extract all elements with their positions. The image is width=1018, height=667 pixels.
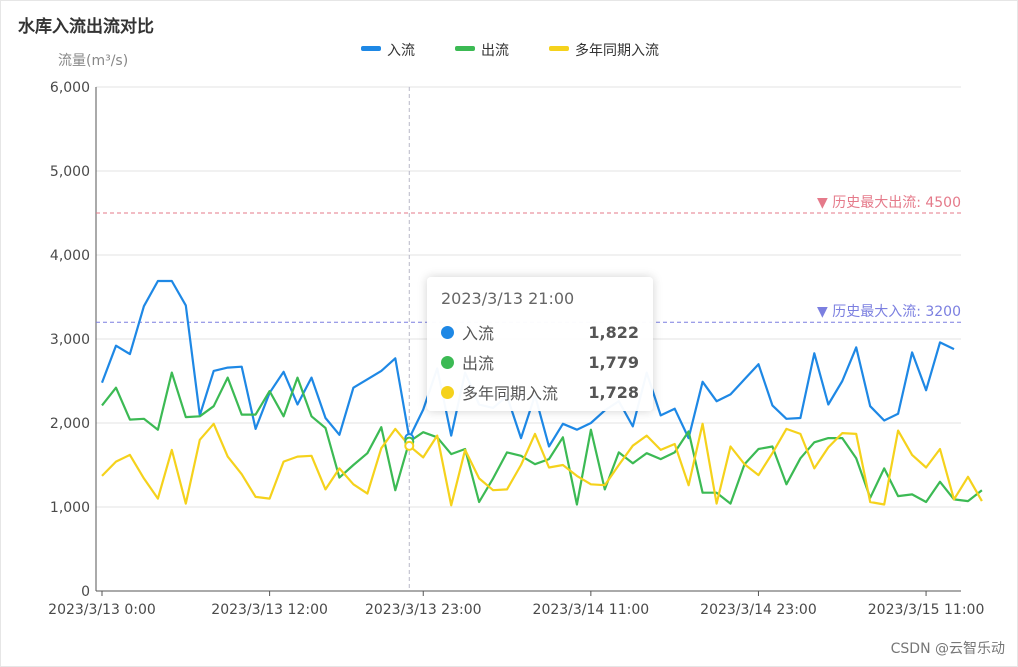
y-tick-label: 2,000 <box>50 416 90 432</box>
legend-label: 出流 <box>481 43 509 59</box>
x-tick-label: 2023/3/14 11:00 <box>533 602 650 618</box>
tooltip-row-name: 入流 <box>462 324 495 343</box>
watermark: CSDN @云智乐动 <box>890 641 1005 657</box>
historical-dot-icon <box>441 385 454 399</box>
y-axis-ticks: 0 1,000 2,000 3,000 4,000 5,000 6,000 <box>50 80 90 600</box>
y-tick-label: 3,000 <box>50 332 90 348</box>
series-line-1 <box>101 371 983 506</box>
series-line-2 <box>101 422 983 507</box>
x-tick-label: 2023/3/13 0:00 <box>48 602 156 618</box>
chart-title: 水库入流出流对比 <box>18 16 154 37</box>
tooltip-row-historical: 多年同期入流 1,728 <box>441 377 639 407</box>
tooltip-row-value: 1,728 <box>588 382 639 402</box>
reference-lines: ▼ 历史最大出流: 4500 ▼ 历史最大入流: 3200 <box>96 195 961 323</box>
series-group <box>100 279 983 507</box>
y-tick-label: 1,000 <box>50 500 90 516</box>
tooltip-row-outflow: 出流 1,779 <box>441 347 639 377</box>
y-tick-label: 0 <box>81 584 90 600</box>
reference-line-label: ▼ 历史最大入流: 3200 <box>817 304 961 320</box>
x-tick-label: 2023/3/15 11:00 <box>868 602 985 618</box>
tooltip: 2023/3/13 21:00 入流 1,822 出流 1,779 多年同期入流… <box>427 277 653 411</box>
legend-swatch <box>549 46 569 51</box>
legend-swatch <box>455 46 475 51</box>
outflow-dot-icon <box>441 355 454 369</box>
legend: 入流 出流 多年同期入流 <box>361 42 659 59</box>
tooltip-row-value: 1,779 <box>588 352 639 372</box>
tooltip-title: 2023/3/13 21:00 <box>441 289 575 308</box>
inflow-dot-icon <box>441 325 454 339</box>
y-tick-label: 6,000 <box>50 80 90 96</box>
x-tick-label: 2023/3/13 23:00 <box>365 602 482 618</box>
tooltip-row-name: 出流 <box>462 354 495 373</box>
series-line-0 <box>100 279 955 448</box>
series-point-2 <box>404 440 415 451</box>
tooltip-row-inflow: 入流 1,822 <box>441 317 639 347</box>
x-axis: 2023/3/13 0:00 2023/3/13 12:00 2023/3/13 2… <box>48 87 984 618</box>
x-tick-label: 2023/3/14 23:00 <box>700 602 817 618</box>
y-tick-label: 4,000 <box>50 248 90 264</box>
reference-line-label: ▼ 历史最大出流: 4500 <box>817 195 961 211</box>
grid <box>96 86 961 508</box>
tooltip-row-value: 1,822 <box>588 322 639 342</box>
legend-swatch <box>361 46 381 51</box>
legend-label: 入流 <box>387 43 415 59</box>
tooltip-row-name: 多年同期入流 <box>462 384 559 403</box>
y-tick-label: 5,000 <box>50 164 90 180</box>
legend-label: 多年同期入流 <box>575 42 659 59</box>
x-tick-label: 2023/3/13 12:00 <box>211 602 328 618</box>
y-axis-label: 流量(m³/s) <box>58 53 128 69</box>
